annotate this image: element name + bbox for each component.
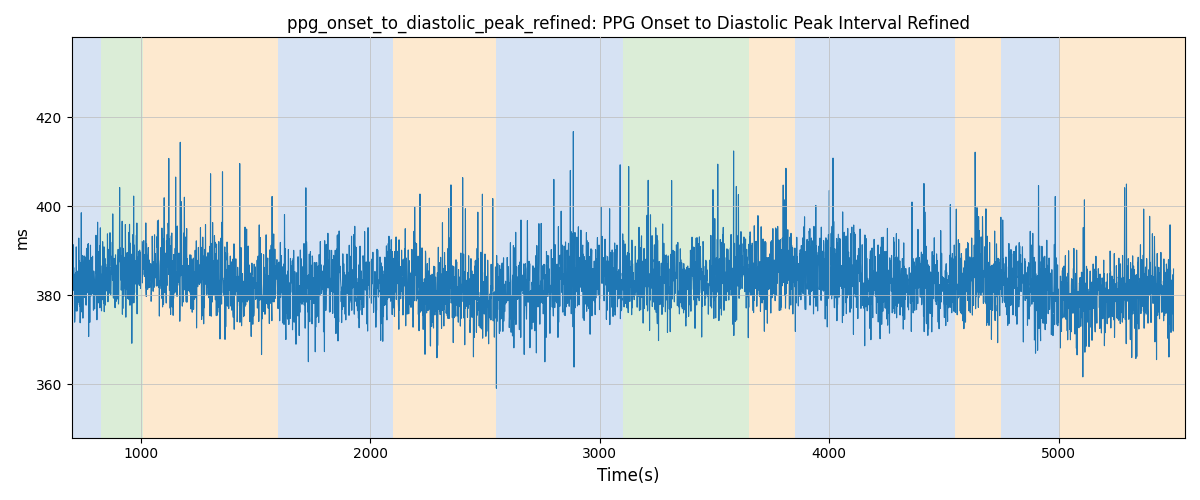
- Bar: [623, 38, 749, 438]
- Bar: [955, 38, 1001, 438]
- Y-axis label: ms: ms: [16, 226, 30, 249]
- Bar: [1001, 38, 1058, 438]
- Bar: [497, 38, 611, 438]
- Bar: [102, 38, 143, 438]
- Bar: [794, 38, 955, 438]
- X-axis label: Time(s): Time(s): [598, 467, 660, 485]
- Bar: [143, 38, 278, 438]
- Bar: [1058, 38, 1186, 438]
- Bar: [394, 38, 497, 438]
- Title: ppg_onset_to_diastolic_peak_refined: PPG Onset to Diastolic Peak Interval Refine: ppg_onset_to_diastolic_peak_refined: PPG…: [287, 15, 970, 34]
- Bar: [749, 38, 794, 438]
- Bar: [611, 38, 623, 438]
- Bar: [278, 38, 341, 438]
- Bar: [341, 38, 394, 438]
- Bar: [72, 38, 102, 438]
